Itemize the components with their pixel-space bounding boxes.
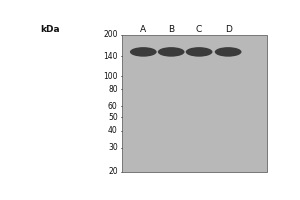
Text: C: C — [196, 25, 202, 34]
Text: 140: 140 — [103, 52, 118, 61]
Text: 50: 50 — [108, 113, 118, 122]
Ellipse shape — [186, 47, 212, 57]
Ellipse shape — [130, 47, 157, 57]
Text: 60: 60 — [108, 102, 118, 111]
Text: D: D — [225, 25, 232, 34]
Text: kDa: kDa — [40, 25, 59, 34]
Text: 200: 200 — [103, 30, 118, 39]
Text: 80: 80 — [108, 85, 118, 94]
Text: 40: 40 — [108, 126, 118, 135]
Text: 100: 100 — [103, 72, 118, 81]
Text: A: A — [140, 25, 146, 34]
Text: 20: 20 — [108, 167, 118, 176]
Ellipse shape — [215, 47, 242, 57]
Ellipse shape — [158, 47, 184, 57]
Text: B: B — [168, 25, 174, 34]
Text: 30: 30 — [108, 143, 118, 152]
